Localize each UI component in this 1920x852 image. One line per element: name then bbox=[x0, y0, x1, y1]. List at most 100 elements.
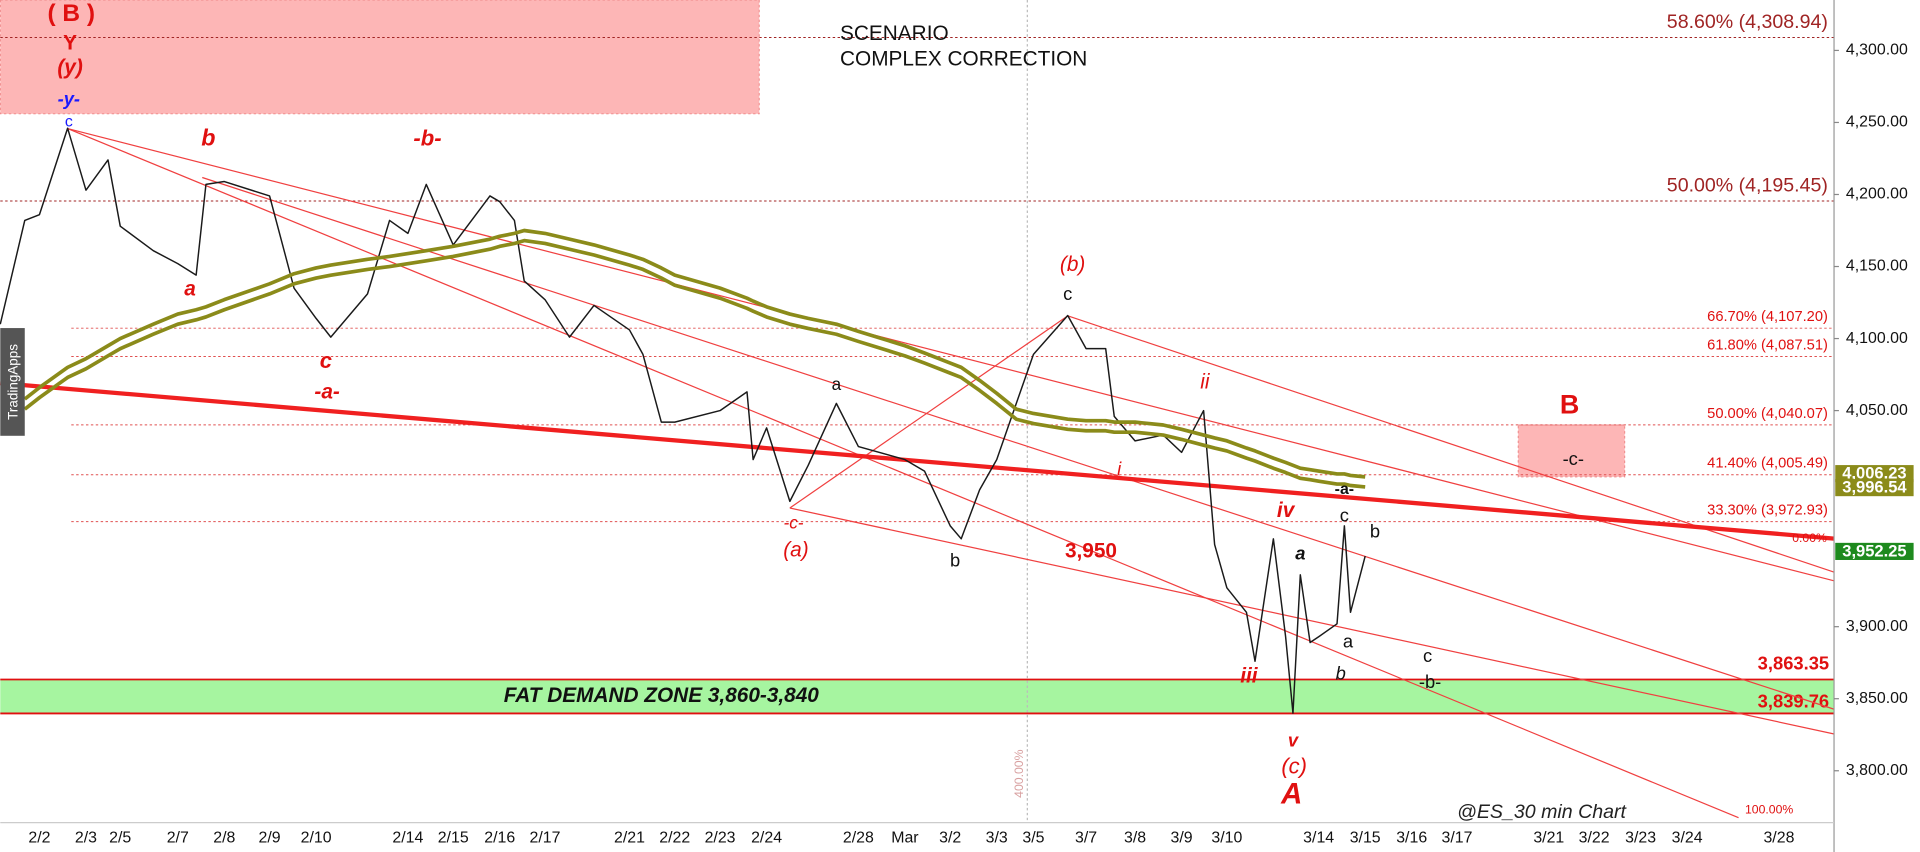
wave-label: 0.00% bbox=[1792, 531, 1827, 545]
x-tick-label: 2/23 bbox=[705, 830, 736, 847]
wave-label: c bbox=[1063, 283, 1072, 304]
wave-label: a bbox=[1343, 631, 1354, 652]
y-tick-label: 4,300.00 bbox=[1846, 42, 1908, 59]
wave-label: c bbox=[1423, 645, 1432, 666]
x-tick-label: 2/28 bbox=[843, 830, 874, 847]
fib-label: 50.00% (4,195.45) bbox=[1667, 175, 1828, 197]
wave-label: -a- bbox=[1335, 481, 1354, 498]
price-level-label: 3,863.35 bbox=[1758, 653, 1829, 674]
price-tag-label: 4,006.23 bbox=[1842, 464, 1906, 483]
wave-label: -b- bbox=[1419, 671, 1441, 692]
x-tick-label: 2/22 bbox=[659, 830, 690, 847]
trend-line bbox=[789, 507, 1837, 736]
zone-label: FAT DEMAND ZONE 3,860-3,840 bbox=[504, 684, 820, 707]
chart-title: SCENARIO bbox=[840, 22, 949, 45]
y-tick-label: 4,150.00 bbox=[1846, 258, 1908, 275]
wave-label: c bbox=[1340, 504, 1349, 525]
x-tick-label: 2/15 bbox=[438, 830, 469, 847]
wave-label: iii bbox=[1240, 664, 1259, 687]
x-tick-label: 3/15 bbox=[1350, 830, 1381, 847]
x-tick-label: 2/21 bbox=[614, 830, 645, 847]
wave-label: i bbox=[1117, 458, 1122, 479]
wave-label: iv bbox=[1277, 499, 1296, 522]
wave-label: -c- bbox=[784, 512, 804, 532]
x-tick-label: 3/23 bbox=[1625, 830, 1656, 847]
wave-label: -y- bbox=[58, 88, 80, 109]
wave-label: b bbox=[201, 125, 215, 151]
trend-line bbox=[202, 176, 1837, 711]
x-tick-label: Mar bbox=[891, 830, 919, 847]
x-tick-label: 2/24 bbox=[751, 830, 782, 847]
x-tick-label: 3/24 bbox=[1672, 830, 1703, 847]
moving-average bbox=[23, 228, 1366, 479]
wave-label: ( B ) bbox=[47, 0, 95, 27]
wave-label: a bbox=[184, 278, 196, 301]
wave-label: 3,950 bbox=[1065, 540, 1117, 563]
x-tick-label: 2/9 bbox=[259, 830, 281, 847]
x-tick-label: 3/7 bbox=[1075, 830, 1097, 847]
main-trend-line bbox=[0, 381, 1835, 541]
x-tick-label: 3/5 bbox=[1022, 830, 1044, 847]
wave-label: 100.00% bbox=[1745, 803, 1793, 817]
zones: FAT DEMAND ZONE 3,860-3,840 bbox=[0, 0, 1835, 714]
x-tick-label: 3/21 bbox=[1533, 830, 1564, 847]
x-tick-label: 3/10 bbox=[1211, 830, 1242, 847]
sidebar-label: TradingApps bbox=[5, 344, 20, 420]
zone bbox=[0, 679, 1835, 714]
fib-label: 66.70% (4,107.20) bbox=[1707, 309, 1828, 325]
wave-label: 400.00% bbox=[1012, 749, 1026, 797]
y-tick-label: 4,050.00 bbox=[1846, 402, 1908, 419]
x-tick-label: 2/2 bbox=[28, 830, 50, 847]
wave-label: c bbox=[65, 114, 73, 131]
x-tick-label: 2/3 bbox=[75, 830, 97, 847]
y-tick-label: 3,850.00 bbox=[1846, 690, 1908, 707]
wave-label: -b- bbox=[413, 125, 441, 150]
x-tick-label: 2/8 bbox=[213, 830, 235, 847]
sidebar bbox=[0, 328, 25, 436]
trend-line bbox=[67, 127, 1739, 819]
wave-label: b bbox=[1336, 662, 1346, 683]
wave-label: ii bbox=[1200, 371, 1211, 394]
trend-lines bbox=[67, 127, 1837, 819]
wave-label: A bbox=[1280, 777, 1302, 810]
wave-label: Y bbox=[63, 32, 77, 55]
wave-label: -a- bbox=[314, 380, 339, 403]
x-tick-label: 3/14 bbox=[1303, 830, 1334, 847]
wave-label: (y) bbox=[57, 56, 82, 79]
annotations: ( B )Y(y)-y-cbac-a--b--c-(a)ab(b)c3,950i… bbox=[47, 0, 1827, 816]
y-axis-band bbox=[1834, 0, 1920, 852]
wave-label: -c- bbox=[1563, 448, 1584, 469]
footer: @ES_30 min Chart bbox=[1457, 801, 1628, 823]
price-level-label: 3,839.76 bbox=[1758, 690, 1829, 711]
axes: 4,300.00 4,250.00 4,200.00 4,150.00 4,100.00… bbox=[28, 42, 1914, 847]
wave-label: a bbox=[832, 374, 842, 394]
x-axis-band bbox=[0, 822, 1920, 852]
zone bbox=[0, 0, 760, 115]
x-tick-label: 3/22 bbox=[1579, 830, 1610, 847]
y-tick-label: 4,200.00 bbox=[1846, 186, 1908, 203]
fib-label: 61.80% (4,087.51) bbox=[1707, 337, 1828, 353]
wave-label: b bbox=[1370, 520, 1380, 541]
fib-label: 58.60% (4,308.94) bbox=[1667, 11, 1828, 33]
levels: 58.60% (4,308.94) 50.00% (4,195.45) 66.70%… bbox=[0, 11, 1835, 715]
wave-label: B bbox=[1560, 390, 1579, 420]
x-tick-label: 2/5 bbox=[109, 830, 131, 847]
y-tick-label: 4,250.00 bbox=[1846, 114, 1908, 131]
series bbox=[0, 127, 1366, 714]
wave-label: (a) bbox=[783, 538, 808, 561]
x-tick-label: 2/16 bbox=[484, 830, 515, 847]
wave-label: a bbox=[1295, 542, 1305, 563]
price-tag bbox=[1835, 542, 1914, 560]
price-tag-label: 3,952.25 bbox=[1842, 541, 1906, 560]
x-tick-label: 2/17 bbox=[530, 830, 561, 847]
x-tick-label: 3/3 bbox=[986, 830, 1008, 847]
x-tick-label: 3/16 bbox=[1396, 830, 1427, 847]
wave-label: c bbox=[320, 348, 332, 373]
x-tick-label: 3/28 bbox=[1763, 830, 1794, 847]
y-tick-label: 4,100.00 bbox=[1846, 330, 1908, 347]
wave-label: v bbox=[1288, 730, 1300, 751]
zone bbox=[1517, 424, 1626, 478]
